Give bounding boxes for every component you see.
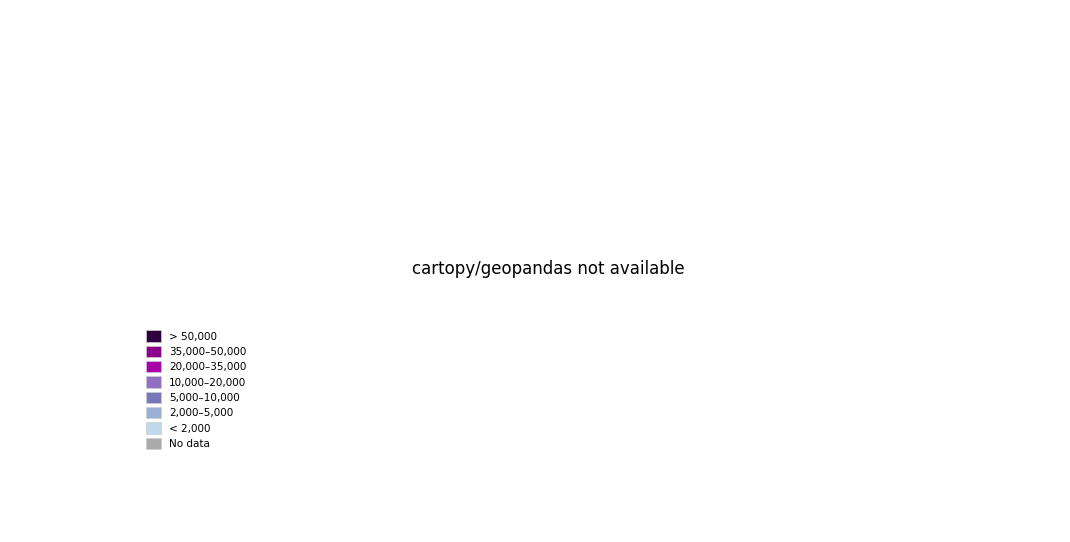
Legend: > 50,000, 35,000–50,000, 20,000–35,000, 10,000–20,000, 5,000–10,000, 2,000–5,000: > 50,000, 35,000–50,000, 20,000–35,000, … <box>143 327 249 452</box>
Text: cartopy/geopandas not available: cartopy/geopandas not available <box>412 260 685 278</box>
